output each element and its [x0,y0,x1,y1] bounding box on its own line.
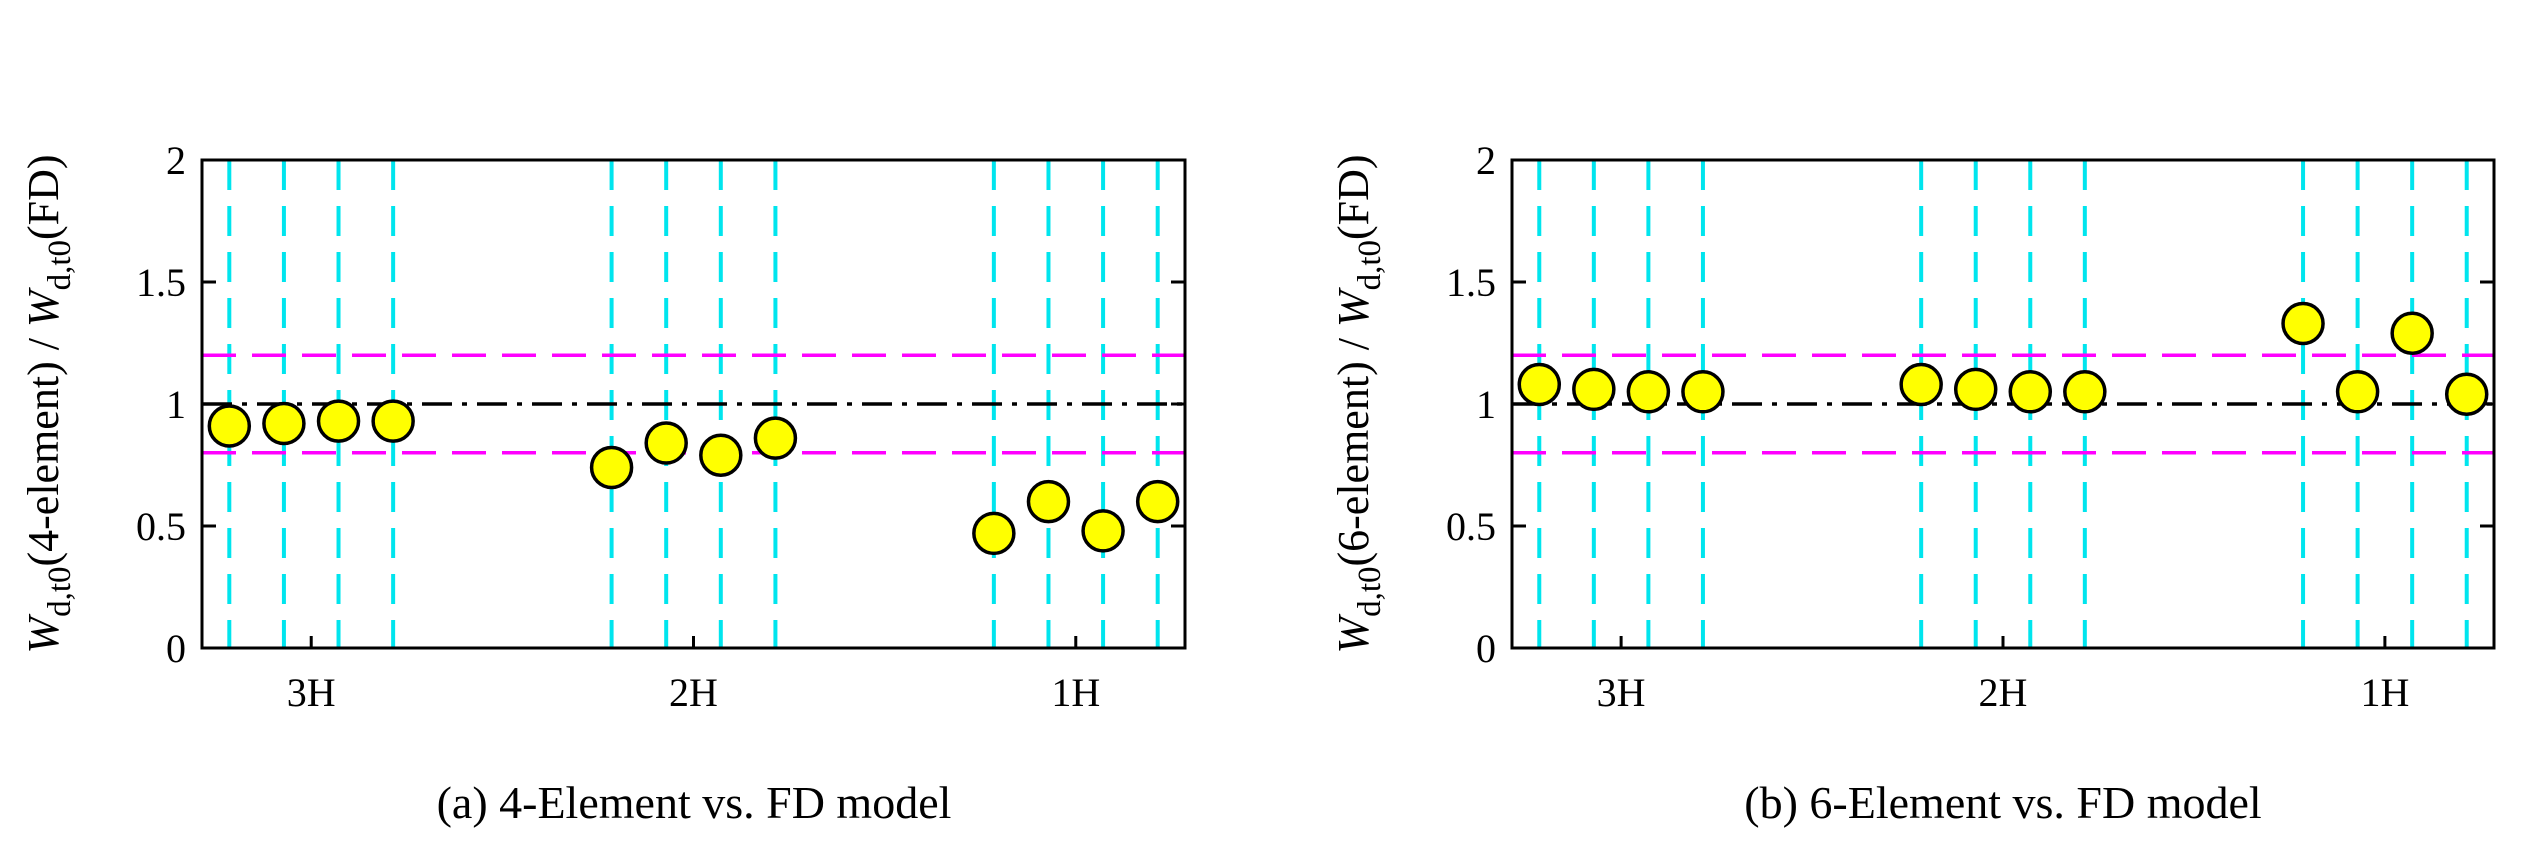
xgroup-label: 2H [669,670,718,715]
data-point-2 [262,401,306,446]
ytick-label: 2 [1476,138,1496,183]
ytick-label: 0.5 [136,504,186,549]
xgroup-label: 3H [1597,670,1646,715]
data-point-12 [1135,479,1180,524]
xgroup-label: 1H [2360,670,2409,715]
data-point-1 [207,404,252,448]
data-point-10 [2335,370,2380,414]
xgroup-label: 2H [1979,670,2028,715]
data-point-2 [1572,367,1616,412]
data-point-6 [1953,367,1998,412]
data-point-3 [1626,370,1671,414]
data-point-6 [644,421,688,465]
data-point-8 [753,416,798,460]
data-point-3 [316,399,361,443]
ytick-label: 0 [1476,626,1496,671]
data-point-5 [1899,362,1943,407]
xgroup-label: 3H [287,670,336,715]
xgroup-label: 1H [1051,670,1100,715]
data-point-9 [972,511,1016,556]
ytick-label: 2 [166,138,186,183]
data-point-4 [371,399,415,443]
ytick-label: 1.5 [136,260,186,305]
y-axis-label: Wd,t0(6-element) / Wd,t0(FD) [1329,154,1388,653]
panel-caption: (b) 6-Element vs. FD model [1744,777,2261,828]
ytick-label: 0 [166,626,186,671]
data-point-9 [2281,301,2325,346]
data-point-11 [2390,311,2434,355]
ytick-label: 1 [1476,382,1496,427]
data-point-7 [2008,370,2053,414]
data-point-10 [1026,479,1071,524]
panel-a: 0 0.5 1 1.5 2 3H 2H 1H Wd,t0(4-element) / Wd,t0(… [19,138,1187,828]
data-point-5 [589,445,634,490]
y-axis-label: Wd,t0(4-element) / Wd,t0(FD) [19,154,78,653]
ytick-label: 0.5 [1446,504,1496,549]
data-point-11 [1081,509,1125,553]
panel-caption: (a) 4-Element vs. FD model [437,777,952,828]
panel-b: 0 0.5 1 1.5 2 3H 2H 1H Wd,t0(6-element) / Wd,t0(… [1329,138,2496,828]
ytick-label: 1.5 [1446,260,1496,305]
data-point-12 [2444,372,2489,416]
data-point-1 [1517,362,1562,407]
data-point-7 [699,433,743,477]
ytick-label: 1 [166,382,186,427]
data-point-4 [1681,370,1725,414]
data-point-8 [2063,370,2107,414]
